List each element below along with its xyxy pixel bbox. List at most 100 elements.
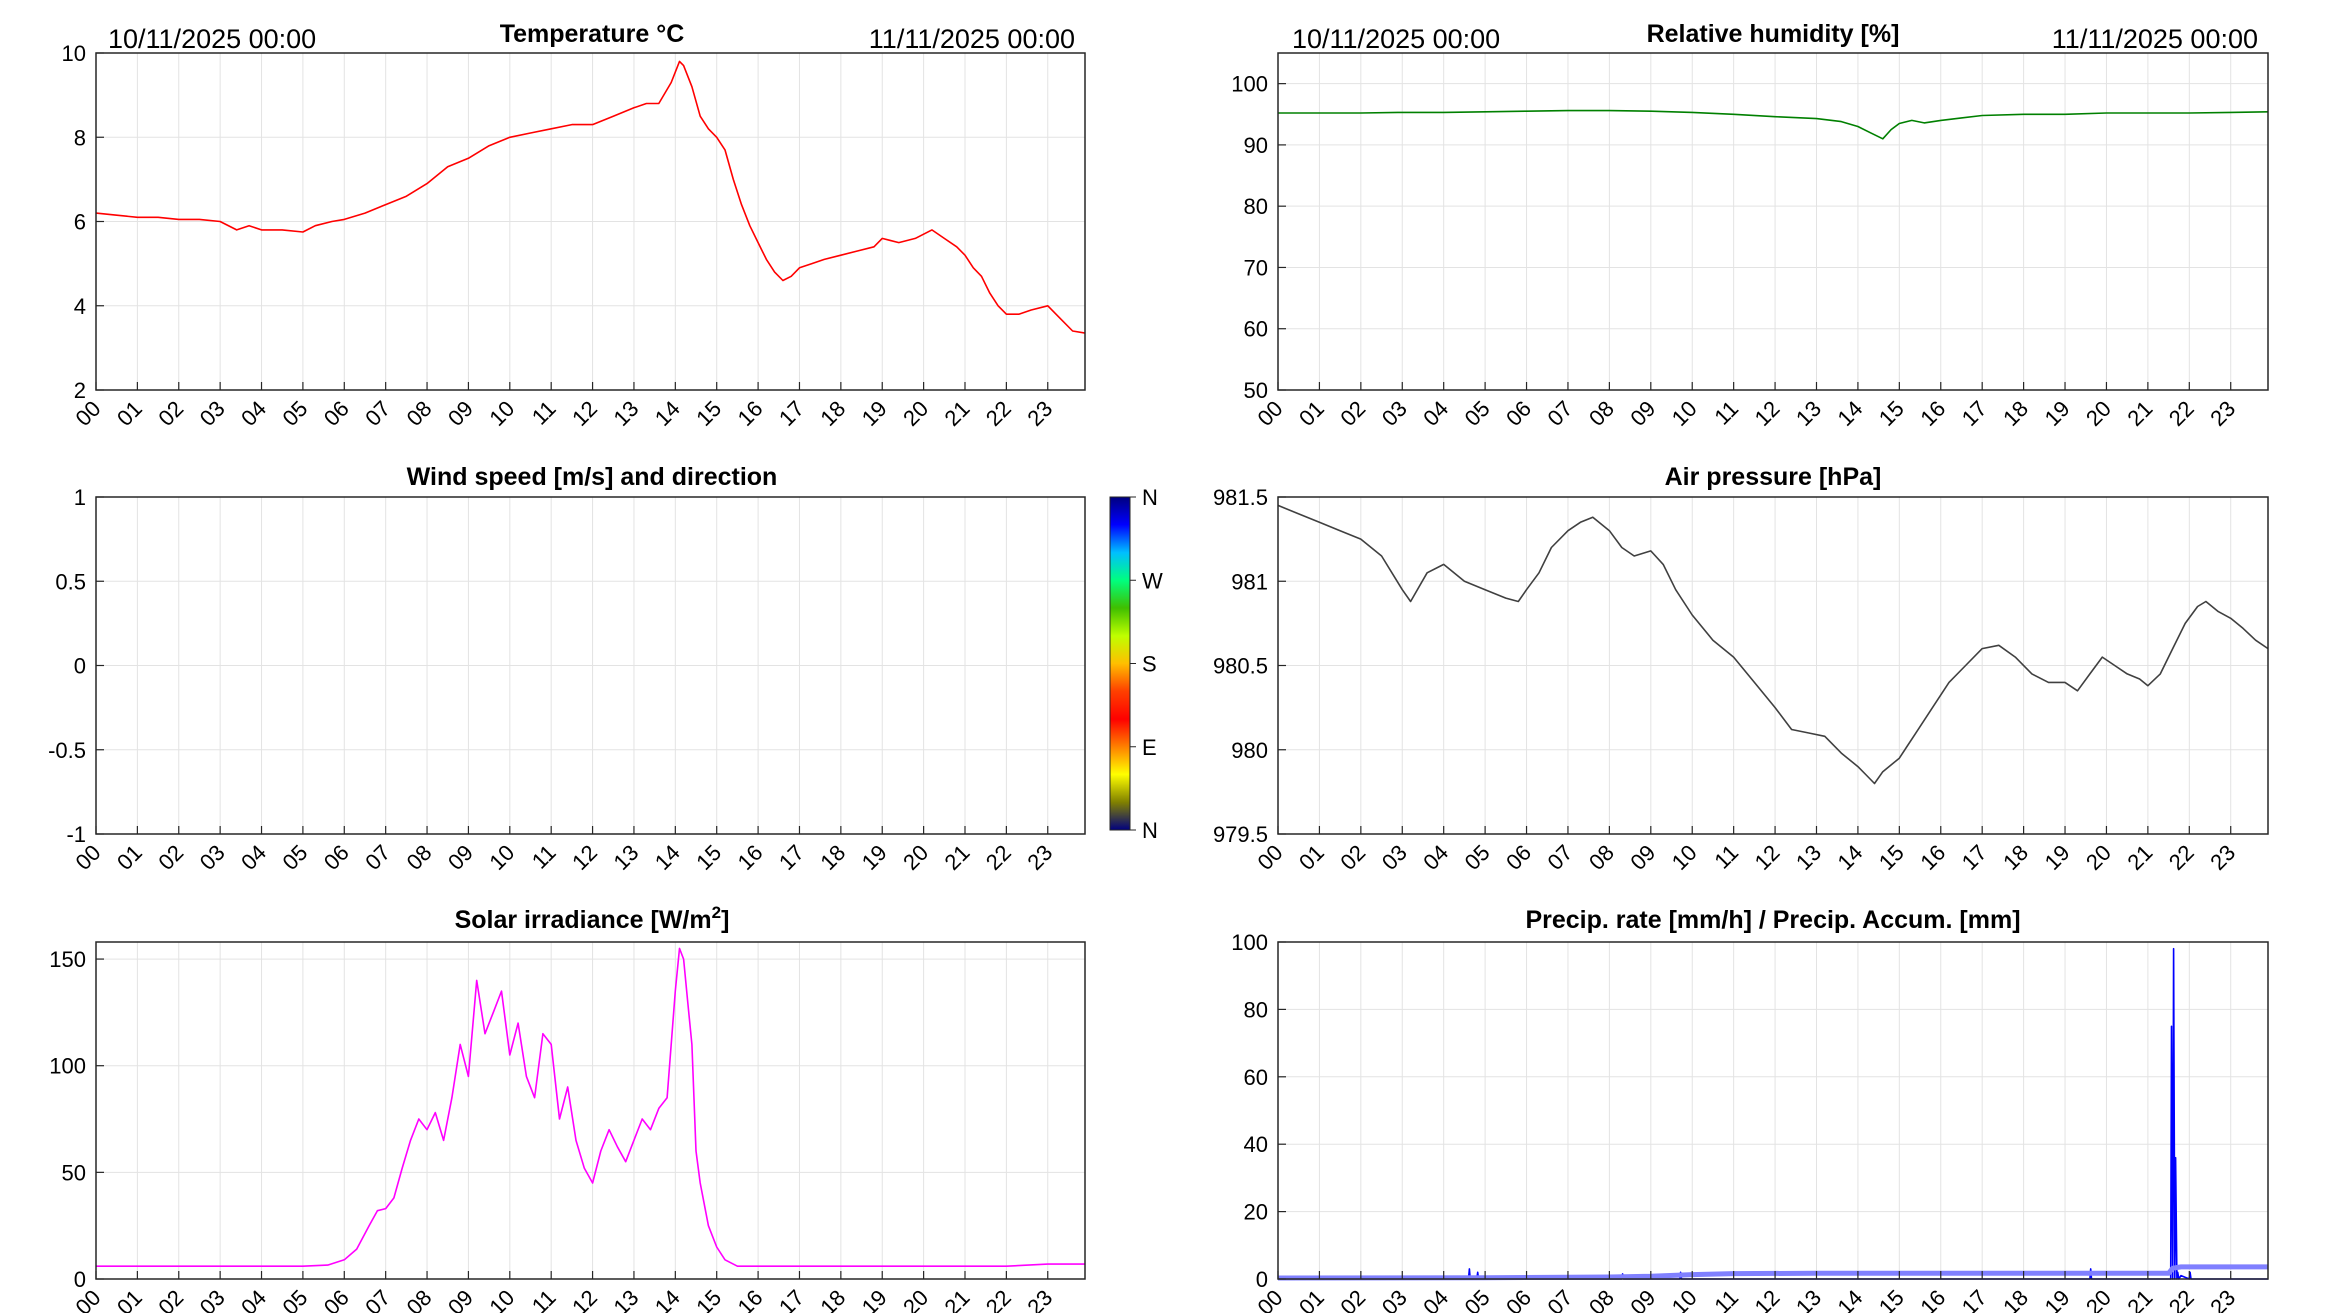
humidity-y-tick-label: 50 <box>1244 378 1268 403</box>
precip-title: Precip. rate [mm/h] / Precip. Accum. [mm… <box>1525 906 2020 934</box>
solar-x-tick-label: 05 <box>277 1285 312 1313</box>
precip-x-tick-label: 02 <box>1335 1285 1370 1313</box>
temperature-x-tick-label: 08 <box>402 396 437 431</box>
humidity-x-tick-label: 14 <box>1832 396 1867 431</box>
solar-x-tick-label: 02 <box>153 1285 188 1313</box>
precip-y-tick-label: 80 <box>1244 997 1268 1022</box>
precip-x-tick-label: 19 <box>2040 1285 2075 1313</box>
precip-x-tick-label: 08 <box>1584 1285 1619 1313</box>
humidity-x-tick-label: 06 <box>1501 396 1536 431</box>
wind-x-tick-label: 13 <box>608 840 643 875</box>
humidity-x-tick-label: 15 <box>1874 396 1909 431</box>
temperature-x-tick-label: 07 <box>360 396 395 431</box>
pressure-x-tick-label: 12 <box>1750 840 1785 875</box>
pressure-x-tick-label: 13 <box>1791 840 1826 875</box>
precip-x-tick-label: 17 <box>1957 1285 1992 1313</box>
precip-x-tick-label: 09 <box>1625 1285 1660 1313</box>
temperature-x-tick-label: 04 <box>236 396 271 431</box>
pressure-x-tick-label: 17 <box>1957 840 1992 875</box>
solar-x-tick-label: 20 <box>898 1285 933 1313</box>
pressure-y-tick-label: 979.5 <box>1213 822 1268 847</box>
pressure-series-line-0 <box>1277 504 2269 785</box>
temperature-y-tick-label: 8 <box>74 125 86 150</box>
temperature-x-tick-label: 20 <box>898 396 933 431</box>
precip-x-tick-label: 12 <box>1750 1285 1785 1313</box>
pressure-x-tick-label: 22 <box>2164 840 2199 875</box>
humidity-x-tick-label: 10 <box>1667 396 1702 431</box>
wind-y-tick-label: -0.5 <box>48 738 86 763</box>
solar-x-tick-label: 03 <box>195 1285 230 1313</box>
wind-x-tick-label: 12 <box>567 840 602 875</box>
solar-x-tick-label: 10 <box>484 1285 519 1313</box>
pressure-x-tick-label: 05 <box>1460 840 1495 875</box>
precip-x-tick-label: 04 <box>1418 1285 1453 1313</box>
humidity-title: Relative humidity [%] <box>1647 20 1900 48</box>
temperature-date-end: 11/11/2025 00:00 <box>869 24 1075 54</box>
humidity-x-tick-label: 08 <box>1584 396 1619 431</box>
temperature-y-tick-label: 6 <box>74 210 86 235</box>
wind-x-tick-label: 04 <box>236 840 271 875</box>
temperature-x-tick-label: 21 <box>940 396 975 431</box>
precip-y-tick-label: 40 <box>1244 1132 1268 1157</box>
temperature-x-tick-label: 05 <box>277 396 312 431</box>
wind-y-tick-label: 1 <box>74 485 86 510</box>
wind-y-tick-label: -1 <box>66 822 86 847</box>
wind-x-tick-label: 08 <box>402 840 437 875</box>
precip-y-tick-label: 100 <box>1231 930 1268 955</box>
solar-x-tick-label: 09 <box>443 1285 478 1313</box>
wind-x-tick-label: 19 <box>857 840 892 875</box>
solar-x-tick-label: 11 <box>527 1285 561 1313</box>
humidity-x-tick-label: 20 <box>2081 396 2116 431</box>
temperature-x-tick-label: 14 <box>650 396 685 431</box>
humidity-series-line-0 <box>1278 109 2269 140</box>
wind-x-tick-label: 01 <box>112 840 147 875</box>
precip-x-tick-label: 06 <box>1501 1285 1536 1313</box>
wind-direction-colorbar: N W S E N <box>1109 485 1163 843</box>
temperature-chart: Temperature °C 10/11/2025 00:00 11/11/20… <box>62 20 1086 431</box>
solar-x-tick-label: 06 <box>319 1285 354 1313</box>
wind-x-tick-label: 14 <box>650 840 685 875</box>
pressure-x-tick-label: 11 <box>1709 840 1743 874</box>
humidity-x-tick-label: 17 <box>1957 396 1992 431</box>
wind-x-tick-label: 17 <box>774 840 809 875</box>
pressure-x-tick-label: 15 <box>1874 840 1909 875</box>
solar-title: Solar irradiance [W/m2] <box>455 903 730 934</box>
solar-x-tick-label: 21 <box>940 1285 975 1313</box>
temperature-date-start: 10/11/2025 00:00 <box>108 24 316 54</box>
colorbar-label: W <box>1142 568 1163 593</box>
solar-x-tick-label: 04 <box>236 1285 271 1313</box>
wind-x-tick-label: 02 <box>153 840 188 875</box>
humidity-chart: Relative humidity [%] 10/11/2025 00:00 1… <box>1231 20 2269 431</box>
wind-y-tick-label: 0.5 <box>55 569 86 594</box>
wind-y-tick-label: 0 <box>74 654 86 679</box>
humidity-x-tick-label: 11 <box>1709 396 1743 430</box>
humidity-x-tick-label: 02 <box>1335 396 1370 431</box>
colorbar-label: E <box>1142 735 1157 760</box>
solar-x-tick-label: 14 <box>650 1285 685 1313</box>
solar-axes-box <box>95 941 1086 1280</box>
solar-x-tick-label: 15 <box>691 1285 726 1313</box>
temperature-x-tick-label: 09 <box>443 396 478 431</box>
humidity-date-start: 10/11/2025 00:00 <box>1292 24 1500 54</box>
solar-x-tick-label: 13 <box>608 1285 643 1313</box>
humidity-x-tick-label: 05 <box>1460 396 1495 431</box>
precip-y-tick-label: 60 <box>1244 1065 1268 1090</box>
wind-x-tick-label: 09 <box>443 840 478 875</box>
temperature-x-tick-label: 19 <box>857 396 892 431</box>
solar-x-tick-label: 08 <box>402 1285 437 1313</box>
temperature-x-tick-label: 12 <box>567 396 602 431</box>
temperature-x-tick-label: 13 <box>608 396 643 431</box>
humidity-x-tick-label: 12 <box>1750 396 1785 431</box>
humidity-x-tick-label: 23 <box>2205 396 2240 431</box>
solar-y-tick-label: 50 <box>62 1160 86 1185</box>
humidity-x-tick-label: 19 <box>2040 396 2075 431</box>
precip-axes-box <box>1277 941 2269 1280</box>
solar-y-tick-label: 100 <box>49 1054 86 1079</box>
solar-x-tick-label: 17 <box>774 1285 809 1313</box>
precip-x-tick-label: 03 <box>1377 1285 1412 1313</box>
temperature-x-tick-label: 15 <box>691 396 726 431</box>
temperature-y-tick-label: 2 <box>74 378 86 403</box>
temperature-x-tick-label: 10 <box>484 396 519 431</box>
pressure-x-tick-label: 19 <box>2040 840 2075 875</box>
